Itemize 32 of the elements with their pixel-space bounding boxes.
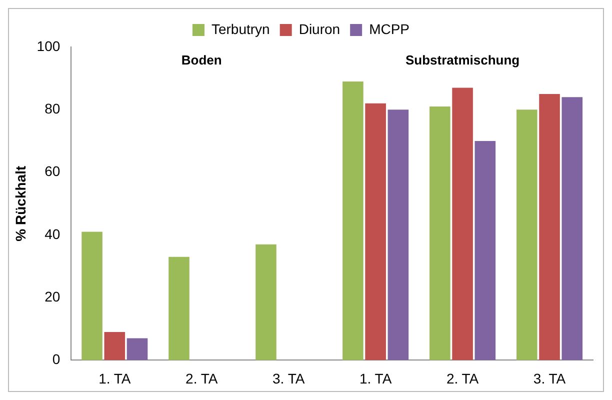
bar bbox=[256, 244, 276, 360]
bar bbox=[365, 103, 386, 360]
y-tick-label: 100 bbox=[36, 38, 60, 54]
bar bbox=[474, 140, 496, 360]
legend-label: Diuron bbox=[298, 20, 340, 37]
x-tick-label: 1. TA bbox=[98, 370, 132, 386]
bar bbox=[342, 81, 364, 360]
legend-label: MCPP bbox=[369, 20, 410, 37]
y-tick-label: 20 bbox=[44, 288, 60, 304]
y-tick-label: 40 bbox=[44, 226, 60, 242]
x-tick-label: 2. TA bbox=[446, 370, 480, 386]
bar bbox=[104, 332, 126, 360]
bar bbox=[126, 338, 148, 360]
legend-label: Terbutryn bbox=[211, 20, 270, 37]
x-tick-label: 2. TA bbox=[186, 370, 218, 386]
bar bbox=[388, 110, 409, 360]
annotation: Boden bbox=[181, 52, 222, 68]
x-tick-label: 3. TA bbox=[533, 370, 566, 386]
bar bbox=[452, 88, 473, 360]
y-tick-label: 60 bbox=[44, 163, 60, 180]
bar bbox=[430, 106, 450, 360]
bar bbox=[168, 256, 190, 360]
y-axis-title: % Rückhalt bbox=[12, 166, 28, 242]
x-tick-label: 1. TA bbox=[359, 370, 392, 386]
bar bbox=[562, 97, 583, 360]
y-tick-label: 80 bbox=[44, 100, 60, 116]
x-tick-label: 3. TA bbox=[272, 370, 306, 386]
bar bbox=[82, 232, 102, 360]
bar bbox=[539, 94, 560, 360]
annotation: Substratmischung bbox=[405, 52, 520, 68]
bar bbox=[516, 110, 538, 360]
y-tick-label: 0 bbox=[52, 351, 60, 368]
